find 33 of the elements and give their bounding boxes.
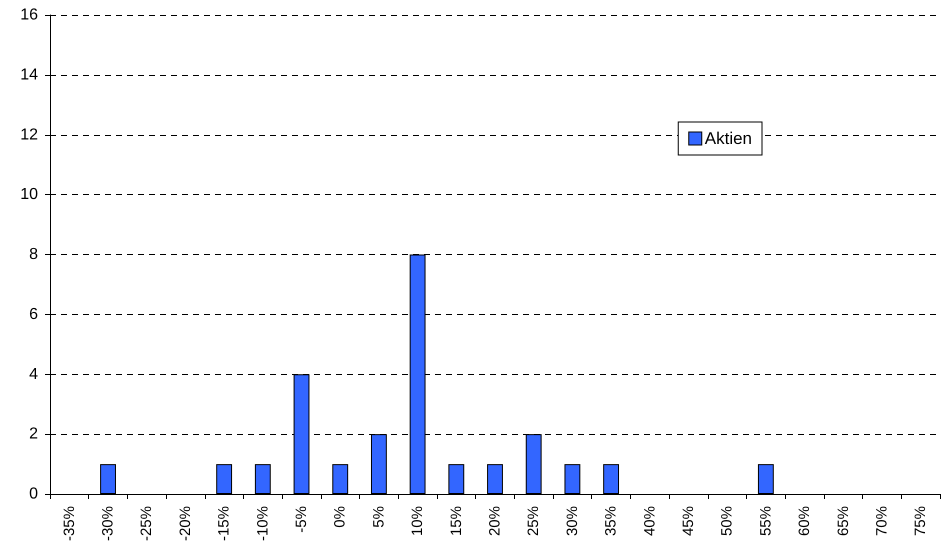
x-tick-label: 0% [332,506,349,528]
y-tick-label: 10 [20,186,38,204]
y-tick-label: 0 [29,486,38,502]
x-tick-label: 20% [486,506,504,536]
x-tick-label: -15% [216,506,233,542]
x-tick-label: 45% [680,506,697,536]
x-tick-label: 10% [409,506,426,536]
x-tick-label: -30% [100,506,117,542]
y-tick-label: 14 [20,66,38,84]
x-tick-label: 75% [912,506,930,536]
x-tick-label: -5% [293,506,310,533]
x-tick-label: 60% [796,506,814,536]
x-tick-label: 15% [448,506,465,536]
x-tick-label: -10% [254,506,272,542]
x-tick-label: -20% [176,506,194,542]
x-tick-label: -35% [60,506,78,542]
x-tick-label: 50% [718,506,736,536]
legend-label: Aktien [704,129,752,148]
y-tick-label: 12 [20,126,38,144]
x-tick-label: 25% [525,506,542,536]
y-tick-label: 6 [29,306,38,323]
x-tick-label: 5% [370,506,388,528]
y-tick-label: 2 [29,426,38,443]
x-tick-label: 30% [564,506,581,536]
y-tick-label: 16 [20,6,38,24]
x-tick-label: 70% [873,506,890,536]
x-tick-label: 40% [641,506,658,536]
x-tick-label: -25% [138,506,156,542]
x-tick-label: 65% [834,506,852,536]
x-tick-label: 55% [757,506,774,536]
x-tick-label: 35% [602,506,620,536]
y-tick-label: 8 [29,246,38,263]
y-tick-label: 4 [29,366,38,383]
